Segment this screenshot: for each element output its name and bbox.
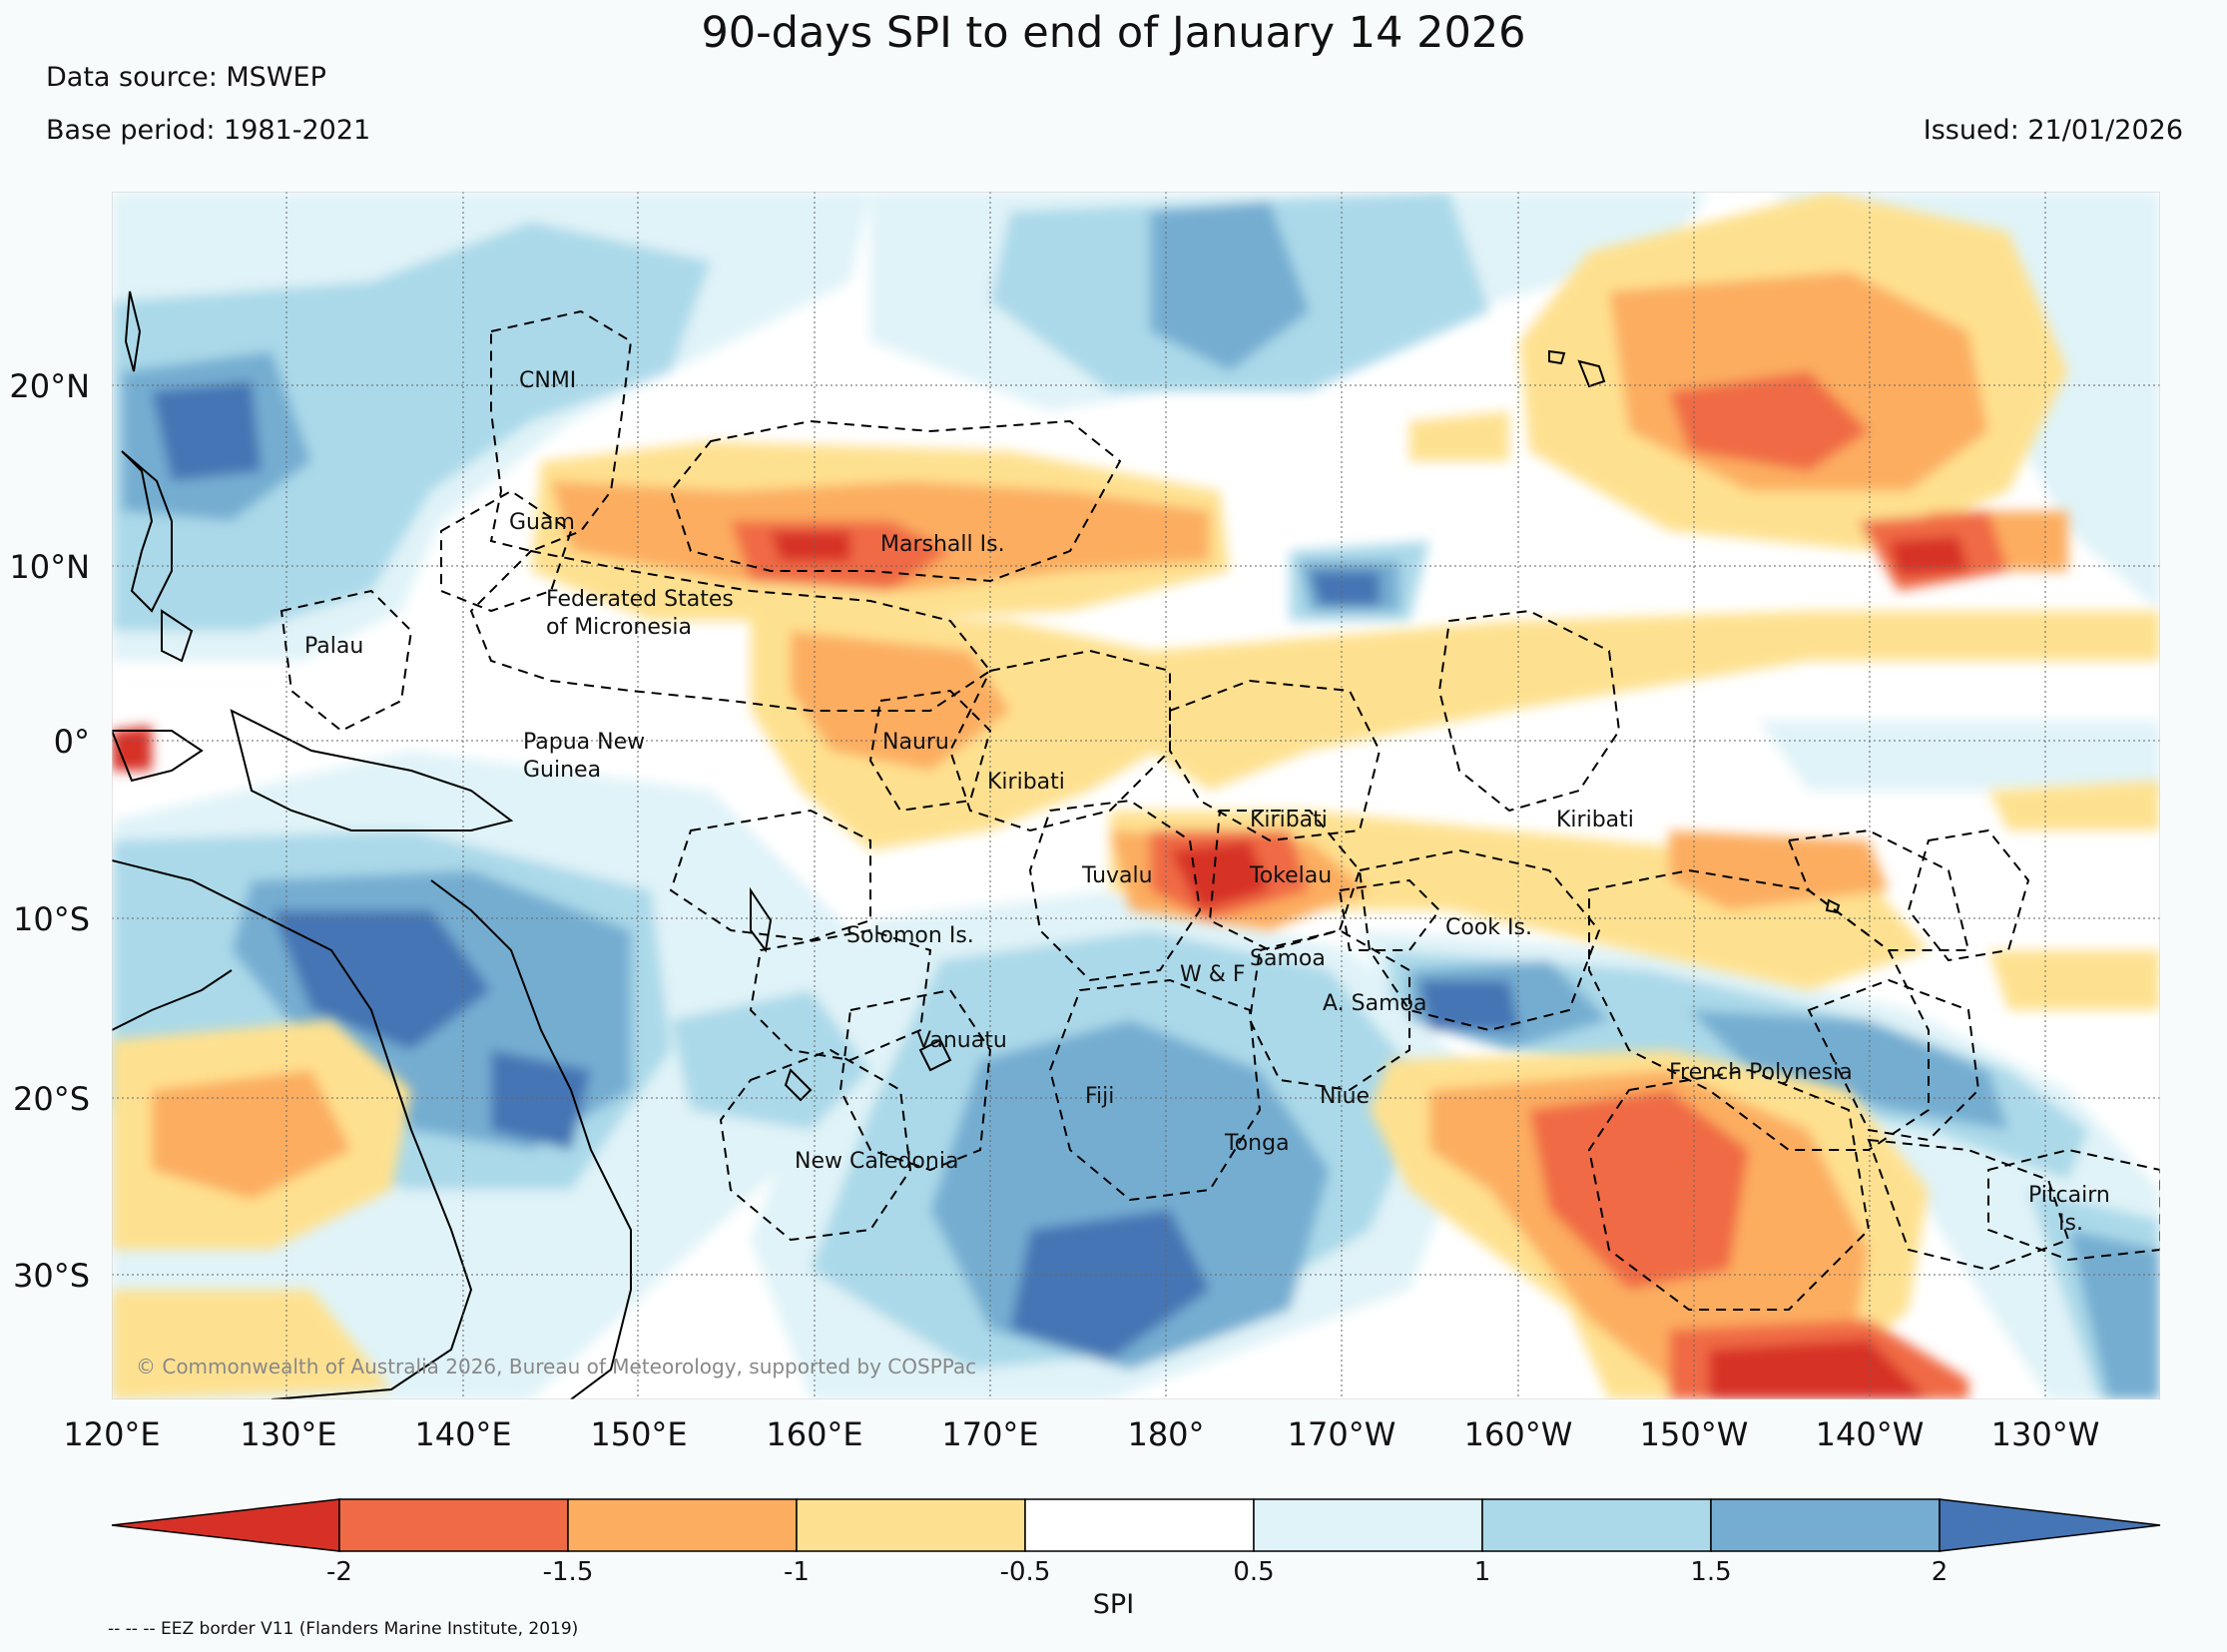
base-period: Base period: 1981-2021 (46, 115, 371, 146)
lon-label-160e: 160°E (766, 1415, 863, 1453)
lon-label-150e: 150°E (590, 1415, 688, 1453)
region-label-guam: Guam (509, 510, 575, 535)
region-label-kiribati-central: Kiribati (1250, 808, 1328, 832)
colorbar-tick: -1 (784, 1557, 810, 1587)
region-label-tokelau: Tokelau (1249, 863, 1332, 888)
region-label-png-1: Papua New (523, 730, 645, 755)
region-label-cook: Cook Is. (1445, 915, 1532, 940)
lat-label-10s: 10°S (12, 900, 90, 938)
region-label-fsm-2: of Micronesia (546, 615, 692, 640)
region-labels: CNMI Guam Marshall Is. Federated States … (304, 368, 2110, 1236)
region-label-french-polynesia: French Polynesia (1669, 1060, 1853, 1085)
lat-label-20n: 20°N (9, 367, 90, 405)
colorbar-tick: 0.5 (1233, 1557, 1275, 1587)
region-label-marshall: Marshall Is. (880, 532, 1005, 557)
region-label-pitcairn-2: Is. (2058, 1211, 2083, 1236)
region-label-american-samoa: A. Samoa (1323, 991, 1426, 1016)
region-label-vanuatu: Vanuatu (916, 1028, 1007, 1053)
map-title: 90-days SPI to end of January 14 2026 (701, 8, 1526, 58)
region-label-nauru: Nauru (882, 730, 949, 755)
lon-label-160w: 160°W (1463, 1415, 1573, 1453)
colorbar-extend-low (111, 1498, 340, 1552)
lon-label-170e: 170°E (941, 1415, 1039, 1453)
lat-label-0: 0° (53, 723, 90, 761)
lon-label-130e: 130°E (240, 1415, 337, 1453)
issued-date: Issued: 21/01/2026 (1923, 115, 2183, 146)
eez-footnote: -- -- -- EEZ border V11 (Flanders Marine… (108, 1619, 579, 1639)
region-label-pitcairn-1: Pitcairn (2028, 1183, 2110, 1208)
data-source: Data source: MSWEP (46, 62, 326, 93)
region-label-kiribati-west: Kiribati (987, 770, 1065, 795)
colorbar-bin (1481, 1498, 1712, 1552)
colorbar-tick: 2 (1931, 1557, 1949, 1587)
colorbar-tick: -0.5 (999, 1557, 1051, 1587)
lat-label-30s: 30°S (12, 1257, 90, 1295)
region-label-samoa: Samoa (1250, 946, 1326, 971)
colorbar-tick: 1.5 (1690, 1557, 1732, 1587)
region-label-solomon: Solomon Is. (846, 923, 974, 948)
colorbar-tick: -1.5 (542, 1557, 594, 1587)
spi-colorbar (111, 1498, 2161, 1552)
region-label-wallis-futuna: W & F (1180, 962, 1246, 987)
coastlines (112, 290, 1841, 1399)
lat-label-20s: 20°S (12, 1080, 90, 1118)
lon-label-130w: 130°W (1990, 1415, 2100, 1453)
colorbar-bin (1024, 1498, 1255, 1552)
region-label-fsm-1: Federated States (546, 587, 734, 612)
region-label-fiji: Fiji (1085, 1084, 1114, 1109)
colorbar-bin (796, 1498, 1026, 1552)
lon-label-150w: 150°W (1639, 1415, 1749, 1453)
colorbar-tick: 1 (1473, 1557, 1491, 1587)
graticule (112, 192, 2160, 1399)
lon-label-140e: 140°E (414, 1415, 512, 1453)
eez-borders (279, 309, 2160, 1311)
region-label-tonga: Tonga (1224, 1131, 1290, 1156)
colorbar-bin (338, 1498, 569, 1552)
wet-anomaly-fields (112, 192, 2160, 1399)
lat-label-10n: 10°N (9, 548, 90, 586)
colorbar-bin (1710, 1498, 1941, 1552)
region-label-png-2: Guinea (523, 758, 601, 783)
lon-label-170w: 170°W (1287, 1415, 1396, 1453)
lon-label-140w: 140°W (1815, 1415, 1925, 1453)
colorbar-label: SPI (1092, 1589, 1135, 1620)
colorbar-bin (567, 1498, 798, 1552)
region-label-new-caledonia: New Caledonia (795, 1149, 958, 1174)
spi-map: CNMI Guam Marshall Is. Federated States … (112, 192, 2160, 1399)
lon-label-180: 180° (1127, 1415, 1205, 1453)
region-label-palau: Palau (304, 634, 363, 659)
colorbar-extend-high (1939, 1498, 2161, 1552)
colorbar-tick: -2 (326, 1557, 352, 1587)
copyright-notice: © Commonwealth of Australia 2026, Bureau… (136, 1355, 976, 1378)
region-label-cnmi: CNMI (519, 368, 576, 393)
lon-label-120e: 120°E (63, 1415, 161, 1453)
colorbar-bin (1253, 1498, 1483, 1552)
dry-anomaly-fields (112, 192, 2160, 1399)
region-label-kiribati-east: Kiribati (1556, 808, 1634, 832)
region-label-niue: Niue (1320, 1084, 1370, 1109)
region-label-tuvalu: Tuvalu (1081, 863, 1153, 888)
